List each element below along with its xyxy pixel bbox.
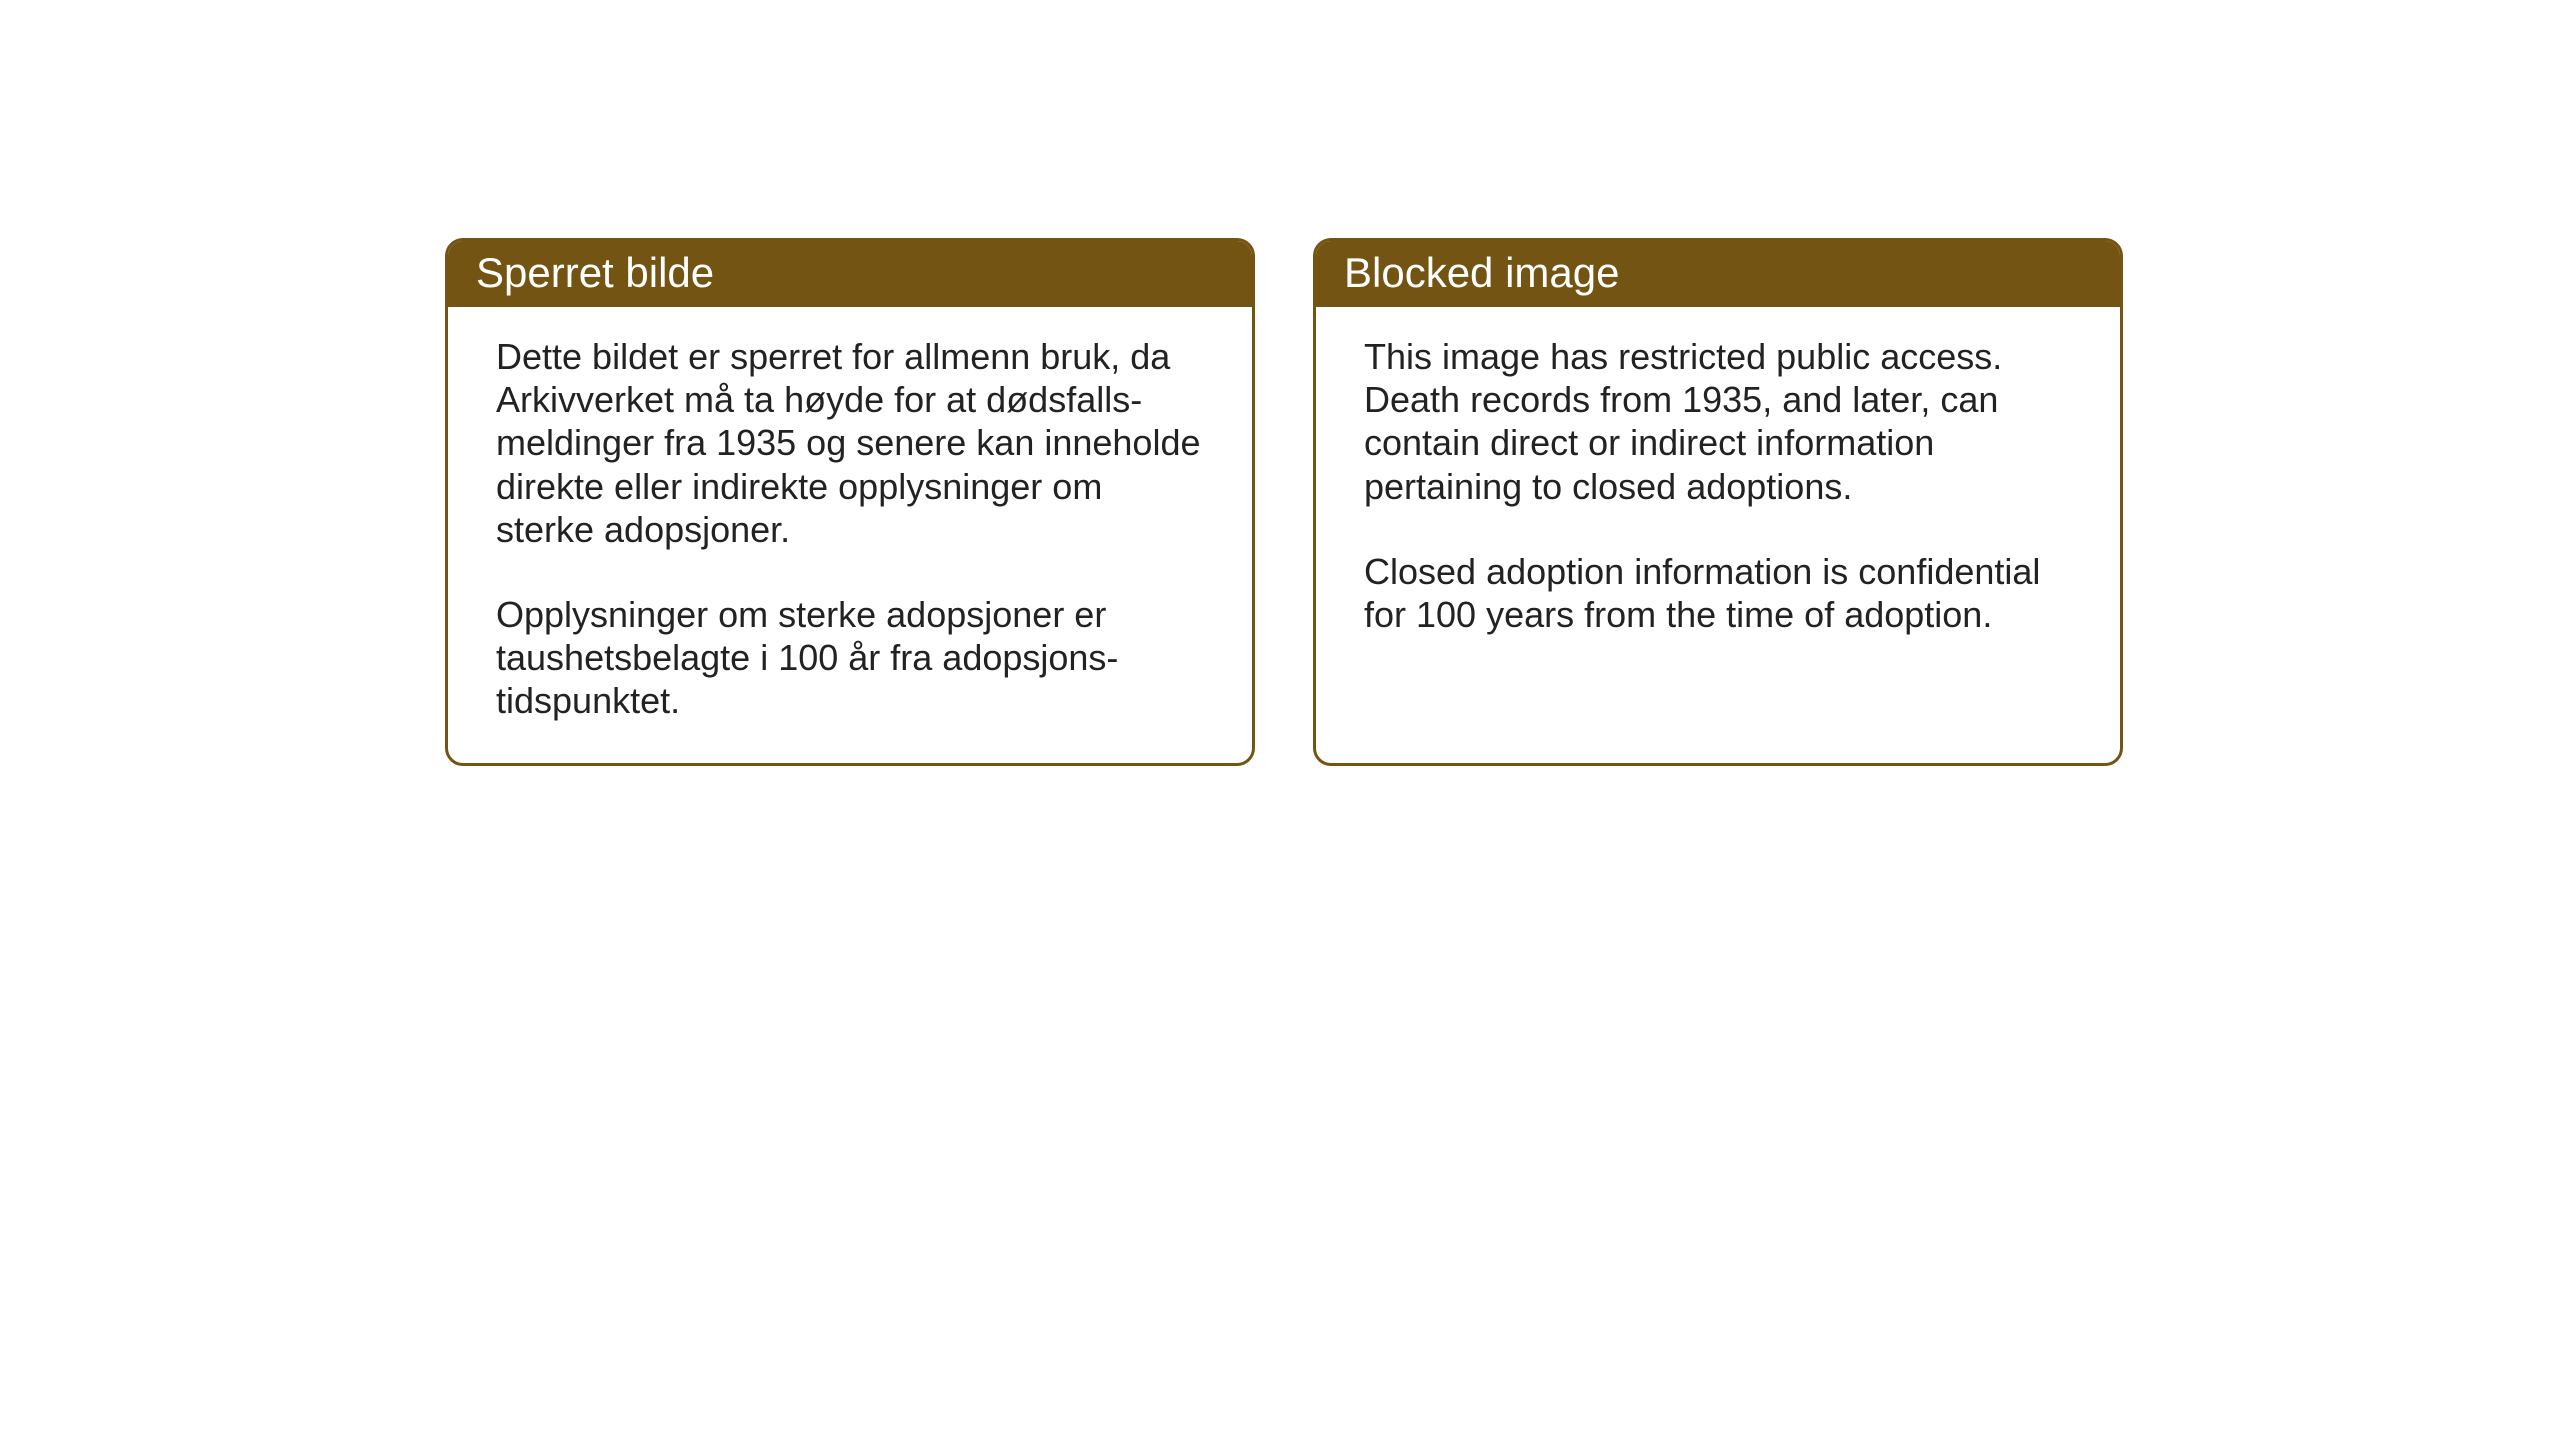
notice-title-norwegian: Sperret bilde <box>476 249 714 296</box>
notice-paragraph-1-norwegian: Dette bildet er sperret for allmenn bruk… <box>496 335 1204 551</box>
notice-paragraph-2-english: Closed adoption information is confident… <box>1364 550 2072 636</box>
notice-header-norwegian: Sperret bilde <box>448 241 1252 307</box>
notice-paragraph-1-english: This image has restricted public access.… <box>1364 335 2072 508</box>
notice-container: Sperret bilde Dette bildet er sperret fo… <box>445 238 2123 766</box>
notice-body-english: This image has restricted public access.… <box>1316 307 2120 676</box>
notice-body-norwegian: Dette bildet er sperret for allmenn bruk… <box>448 307 1252 763</box>
notice-paragraph-2-norwegian: Opplysninger om sterke adopsjoner er tau… <box>496 593 1204 723</box>
notice-header-english: Blocked image <box>1316 241 2120 307</box>
notice-card-norwegian: Sperret bilde Dette bildet er sperret fo… <box>445 238 1255 766</box>
notice-card-english: Blocked image This image has restricted … <box>1313 238 2123 766</box>
notice-title-english: Blocked image <box>1344 249 1619 296</box>
